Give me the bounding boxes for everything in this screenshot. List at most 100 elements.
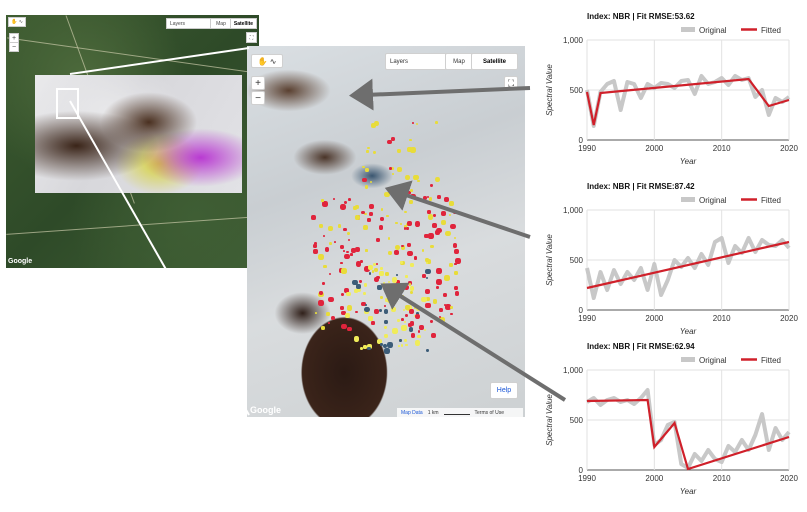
- classification-pixel: [326, 312, 330, 317]
- classification-pixel: [432, 214, 436, 218]
- classification-pixel: [341, 268, 347, 274]
- classification-pixel: [436, 194, 441, 199]
- classification-pixel: [327, 226, 333, 231]
- classification-pixel: [415, 122, 419, 126]
- classification-pixel: [362, 292, 366, 296]
- classification-pixel: [313, 243, 317, 248]
- satellite-label: Satellite: [482, 58, 506, 65]
- zoom-out-button[interactable]: −: [9, 42, 19, 52]
- google-logo: Google: [250, 405, 281, 415]
- map-tools-icon[interactable]: ✋ ∿: [251, 54, 283, 68]
- classification-pixel: [397, 319, 401, 323]
- classification-pixel: [352, 205, 357, 210]
- classification-pixel: [378, 225, 384, 230]
- pan-hand-icon[interactable]: ✋ ∿: [8, 17, 26, 27]
- classification-pixel: [333, 241, 337, 244]
- classification-pixel: [380, 208, 384, 211]
- zoomed-map[interactable]: ✋ ∿ Layers Map Satellite ⛶ + − Help Goog…: [247, 46, 525, 417]
- classification-pixel: [422, 274, 426, 278]
- classification-pixel: [371, 270, 375, 273]
- legend-original-swatch: [681, 27, 695, 32]
- zoom-in-button[interactable]: +: [251, 76, 265, 90]
- classification-pixel: [391, 277, 397, 283]
- y-axis-label: Spectral Value: [545, 394, 554, 446]
- layers-label: Layers: [390, 58, 409, 65]
- classification-pixel: [347, 326, 352, 332]
- classification-pixel: [394, 244, 401, 251]
- classification-pixel: [347, 238, 351, 242]
- classification-pixel: [363, 345, 367, 349]
- arrow-to-chart-2: [384, 180, 531, 239]
- classification-pixel: [355, 287, 361, 293]
- classification-pixel: [319, 224, 323, 229]
- classification-pixel: [440, 210, 446, 216]
- classification-pixel: [385, 271, 390, 276]
- classification-pixel: [436, 279, 442, 286]
- classification-pixel: [430, 332, 436, 338]
- classification-pixel: [373, 277, 379, 283]
- classification-pixel: [321, 201, 328, 207]
- chart-canvas: 0 500 1,000 1990 2000 2010 2020 Year Spectral Va…: [545, 196, 798, 336]
- classification-pixel: [379, 271, 384, 276]
- classification-pixel: [417, 334, 421, 339]
- classification-pixel: [404, 313, 408, 317]
- classification-pixel: [409, 286, 415, 291]
- classification-pixel: [367, 146, 370, 150]
- classification-pixel: [348, 197, 352, 201]
- classification-pixel: [376, 263, 379, 266]
- classification-pixel: [367, 218, 371, 222]
- classification-pixel: [322, 282, 326, 286]
- classification-pixel: [450, 313, 453, 316]
- classification-pixel: [426, 297, 430, 301]
- y-tick-label: 0: [579, 136, 584, 145]
- classification-pixel: [364, 212, 368, 216]
- x-tick-label: 2010: [713, 144, 731, 153]
- classification-pixel: [430, 244, 434, 249]
- classification-pixel: [413, 314, 416, 317]
- classification-pixel: [332, 198, 335, 201]
- classification-pixel: [369, 181, 373, 184]
- classification-pixel: [455, 257, 461, 264]
- classification-pixel: [400, 343, 404, 347]
- zoom-region-box: [56, 88, 79, 119]
- terms-link[interactable]: Terms of Use: [474, 409, 504, 416]
- classification-pixel: [397, 166, 403, 172]
- overview-map[interactable]: ✋ ∿ Layers Map Satellite + − ⛶ Google: [6, 15, 259, 268]
- fitted-series-line: [585, 77, 790, 126]
- classification-pixel: [369, 212, 373, 216]
- layers-label: Layers: [170, 20, 186, 27]
- legend-original-swatch: [681, 197, 695, 202]
- classification-pixel: [344, 312, 350, 318]
- classification-pixel: [371, 321, 375, 325]
- scale-label: 1 km: [427, 409, 439, 416]
- y-tick-label: 1,000: [563, 36, 584, 45]
- imagery-footprint: [35, 75, 242, 193]
- classification-pixel: [328, 241, 333, 245]
- classification-pixel: [444, 304, 451, 310]
- classification-pixel: [360, 260, 364, 264]
- fitted-series-line: [586, 240, 790, 290]
- map-type-satellite-button[interactable]: Satellite: [471, 53, 518, 70]
- classification-pixel: [355, 214, 361, 220]
- map-data-link[interactable]: Map Data: [401, 409, 423, 416]
- zoom-out-button[interactable]: −: [251, 91, 265, 105]
- classification-pixel: [355, 310, 359, 314]
- classification-pixel: [363, 283, 368, 287]
- map-type-satellite-button[interactable]: Satellite: [230, 18, 257, 29]
- classification-pixel: [438, 315, 442, 319]
- classification-pixel: [364, 185, 369, 189]
- x-tick-label: 2020: [780, 314, 798, 323]
- y-tick-label: 1,000: [563, 206, 584, 215]
- fullscreen-icon[interactable]: ⛶: [246, 32, 257, 43]
- classification-pixel: [373, 120, 380, 127]
- classification-pixel: [442, 292, 447, 297]
- classification-pixel: [312, 249, 318, 255]
- classification-pixel: [324, 246, 330, 252]
- classification-pixel: [321, 326, 326, 330]
- x-tick-label: 2000: [645, 474, 663, 483]
- help-button[interactable]: Help: [490, 382, 518, 399]
- y-axis-label: Spectral Value: [545, 234, 554, 286]
- classification-pixel: [368, 316, 373, 321]
- classification-pixel: [441, 220, 447, 225]
